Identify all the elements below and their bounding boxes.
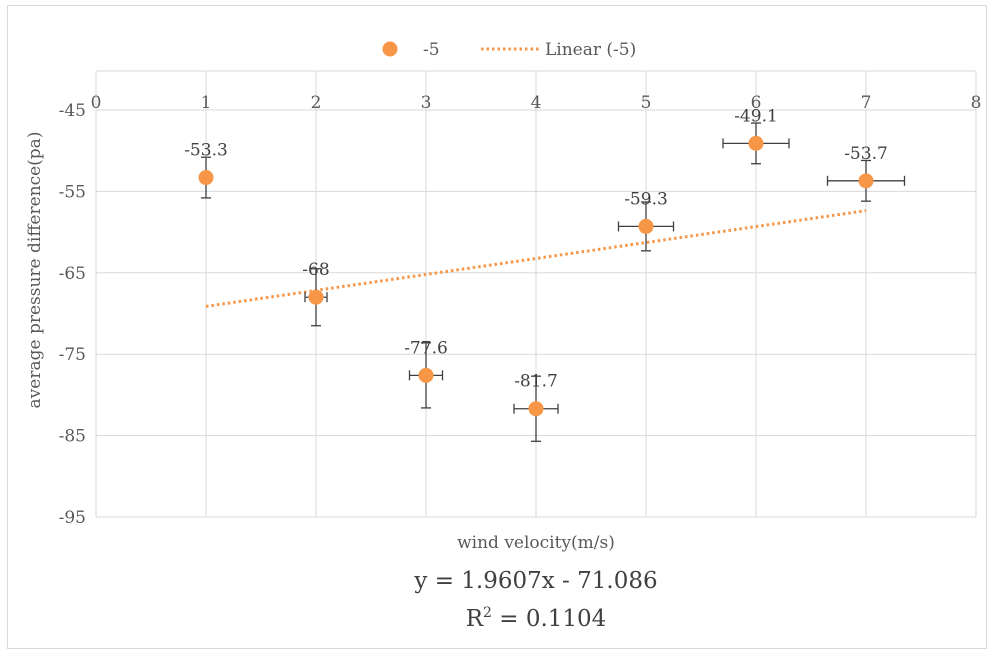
x-tick-label: 4: [531, 93, 542, 113]
x-tick-labels: 0 1 2 3 4 5 6 7 8: [91, 93, 982, 113]
y-tick-label: -65: [59, 264, 86, 284]
data-label: -53.7: [844, 144, 888, 164]
data-points: [198, 135, 874, 417]
r-squared-symbol: R: [466, 606, 484, 632]
r-squared-value: = 0.1104: [492, 606, 606, 632]
data-point: [418, 367, 434, 383]
data-point: [858, 173, 874, 189]
y-tick-label: -55: [59, 182, 86, 202]
x-tick-label: 6: [751, 93, 762, 113]
x-tick-label: 8: [971, 93, 982, 113]
y-axis-title: average pressure difference(pa): [25, 132, 45, 409]
x-tick-label: 2: [311, 93, 322, 113]
y-tick-label: -85: [59, 427, 86, 447]
y-tick-label: -95: [59, 508, 86, 528]
trendline-equation: y = 1.9607x - 71.086: [413, 568, 657, 594]
data-point: [748, 135, 764, 151]
x-tick-label: 0: [91, 93, 102, 113]
data-point: [308, 289, 324, 305]
x-tick-label: 3: [421, 93, 432, 113]
legend-label-trendline: Linear (-5): [545, 40, 636, 60]
x-axis-title: wind velocity(m/s): [457, 533, 615, 553]
legend: -5 Linear (-5): [382, 40, 636, 60]
x-tick-label: 1: [201, 93, 212, 113]
y-tick-label: -45: [59, 101, 86, 121]
data-label: -49.1: [734, 106, 778, 126]
data-label: -68: [302, 260, 329, 280]
r-squared-superscript: 2: [483, 605, 492, 621]
y-tick-labels: -45 -55 -65 -75 -85 -95: [59, 101, 86, 528]
data-label: -77.6: [404, 338, 448, 358]
gridlines: [95, 70, 977, 518]
data-label: -59.3: [624, 189, 668, 209]
error-bars: [201, 122, 906, 442]
data-point: [638, 218, 654, 234]
data-label: -81.7: [514, 372, 558, 392]
data-point: [528, 401, 544, 417]
y-tick-label: -75: [59, 345, 86, 365]
trendline-r-squared: R2 = 0.1104: [466, 605, 607, 632]
legend-marker-series: [382, 41, 398, 57]
x-tick-label: 7: [861, 93, 872, 113]
x-tick-label: 5: [641, 93, 652, 113]
data-labels: -53.3 -68 -77.6 -81.7 -59.3 -49.1 -53.7: [184, 106, 888, 391]
data-point: [198, 170, 214, 186]
legend-label-series: -5: [423, 40, 440, 60]
chart-frame: [7, 5, 987, 649]
data-label: -53.3: [184, 141, 228, 161]
